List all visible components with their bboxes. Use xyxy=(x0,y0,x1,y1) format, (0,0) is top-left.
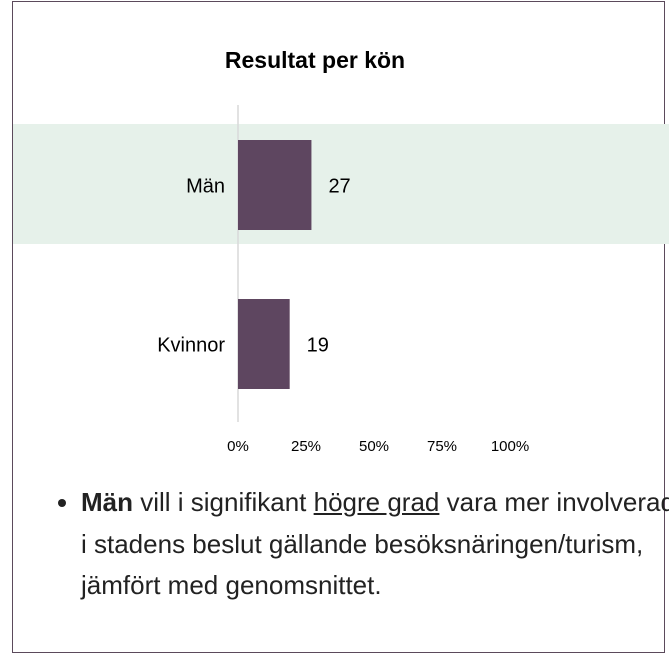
bullet: Män vill i signifikant högre grad vara m… xyxy=(81,482,669,607)
bullet-text: högre grad xyxy=(313,487,440,517)
highlight-band xyxy=(13,124,669,244)
y-tick-label: Kvinnor xyxy=(157,334,225,356)
x-tick-label: 0% xyxy=(227,438,249,455)
x-tick-label: 25% xyxy=(291,438,321,455)
y-tick-label: Män xyxy=(186,175,225,197)
bar xyxy=(238,299,290,389)
data-label: 19 xyxy=(307,334,329,356)
frame xyxy=(12,1,665,653)
bullet-text: Män xyxy=(81,487,133,517)
chart-title: Resultat per kön xyxy=(225,47,405,73)
data-label: 27 xyxy=(328,175,350,197)
x-tick-label: 50% xyxy=(359,438,389,455)
notes: Män vill i signifikant högre grad vara m… xyxy=(34,482,669,607)
chart: Resultat per kön 0% 25% 50% 75% 100% Män 27 Kvi… xyxy=(13,47,669,455)
bullet-text: vara mer involverade i stadens beslut gä… xyxy=(81,487,669,600)
bullet-text: vill i signifikant xyxy=(133,487,314,517)
x-tick-label: 100% xyxy=(491,438,529,455)
bar xyxy=(238,140,312,230)
x-tick-label: 75% xyxy=(427,438,457,455)
